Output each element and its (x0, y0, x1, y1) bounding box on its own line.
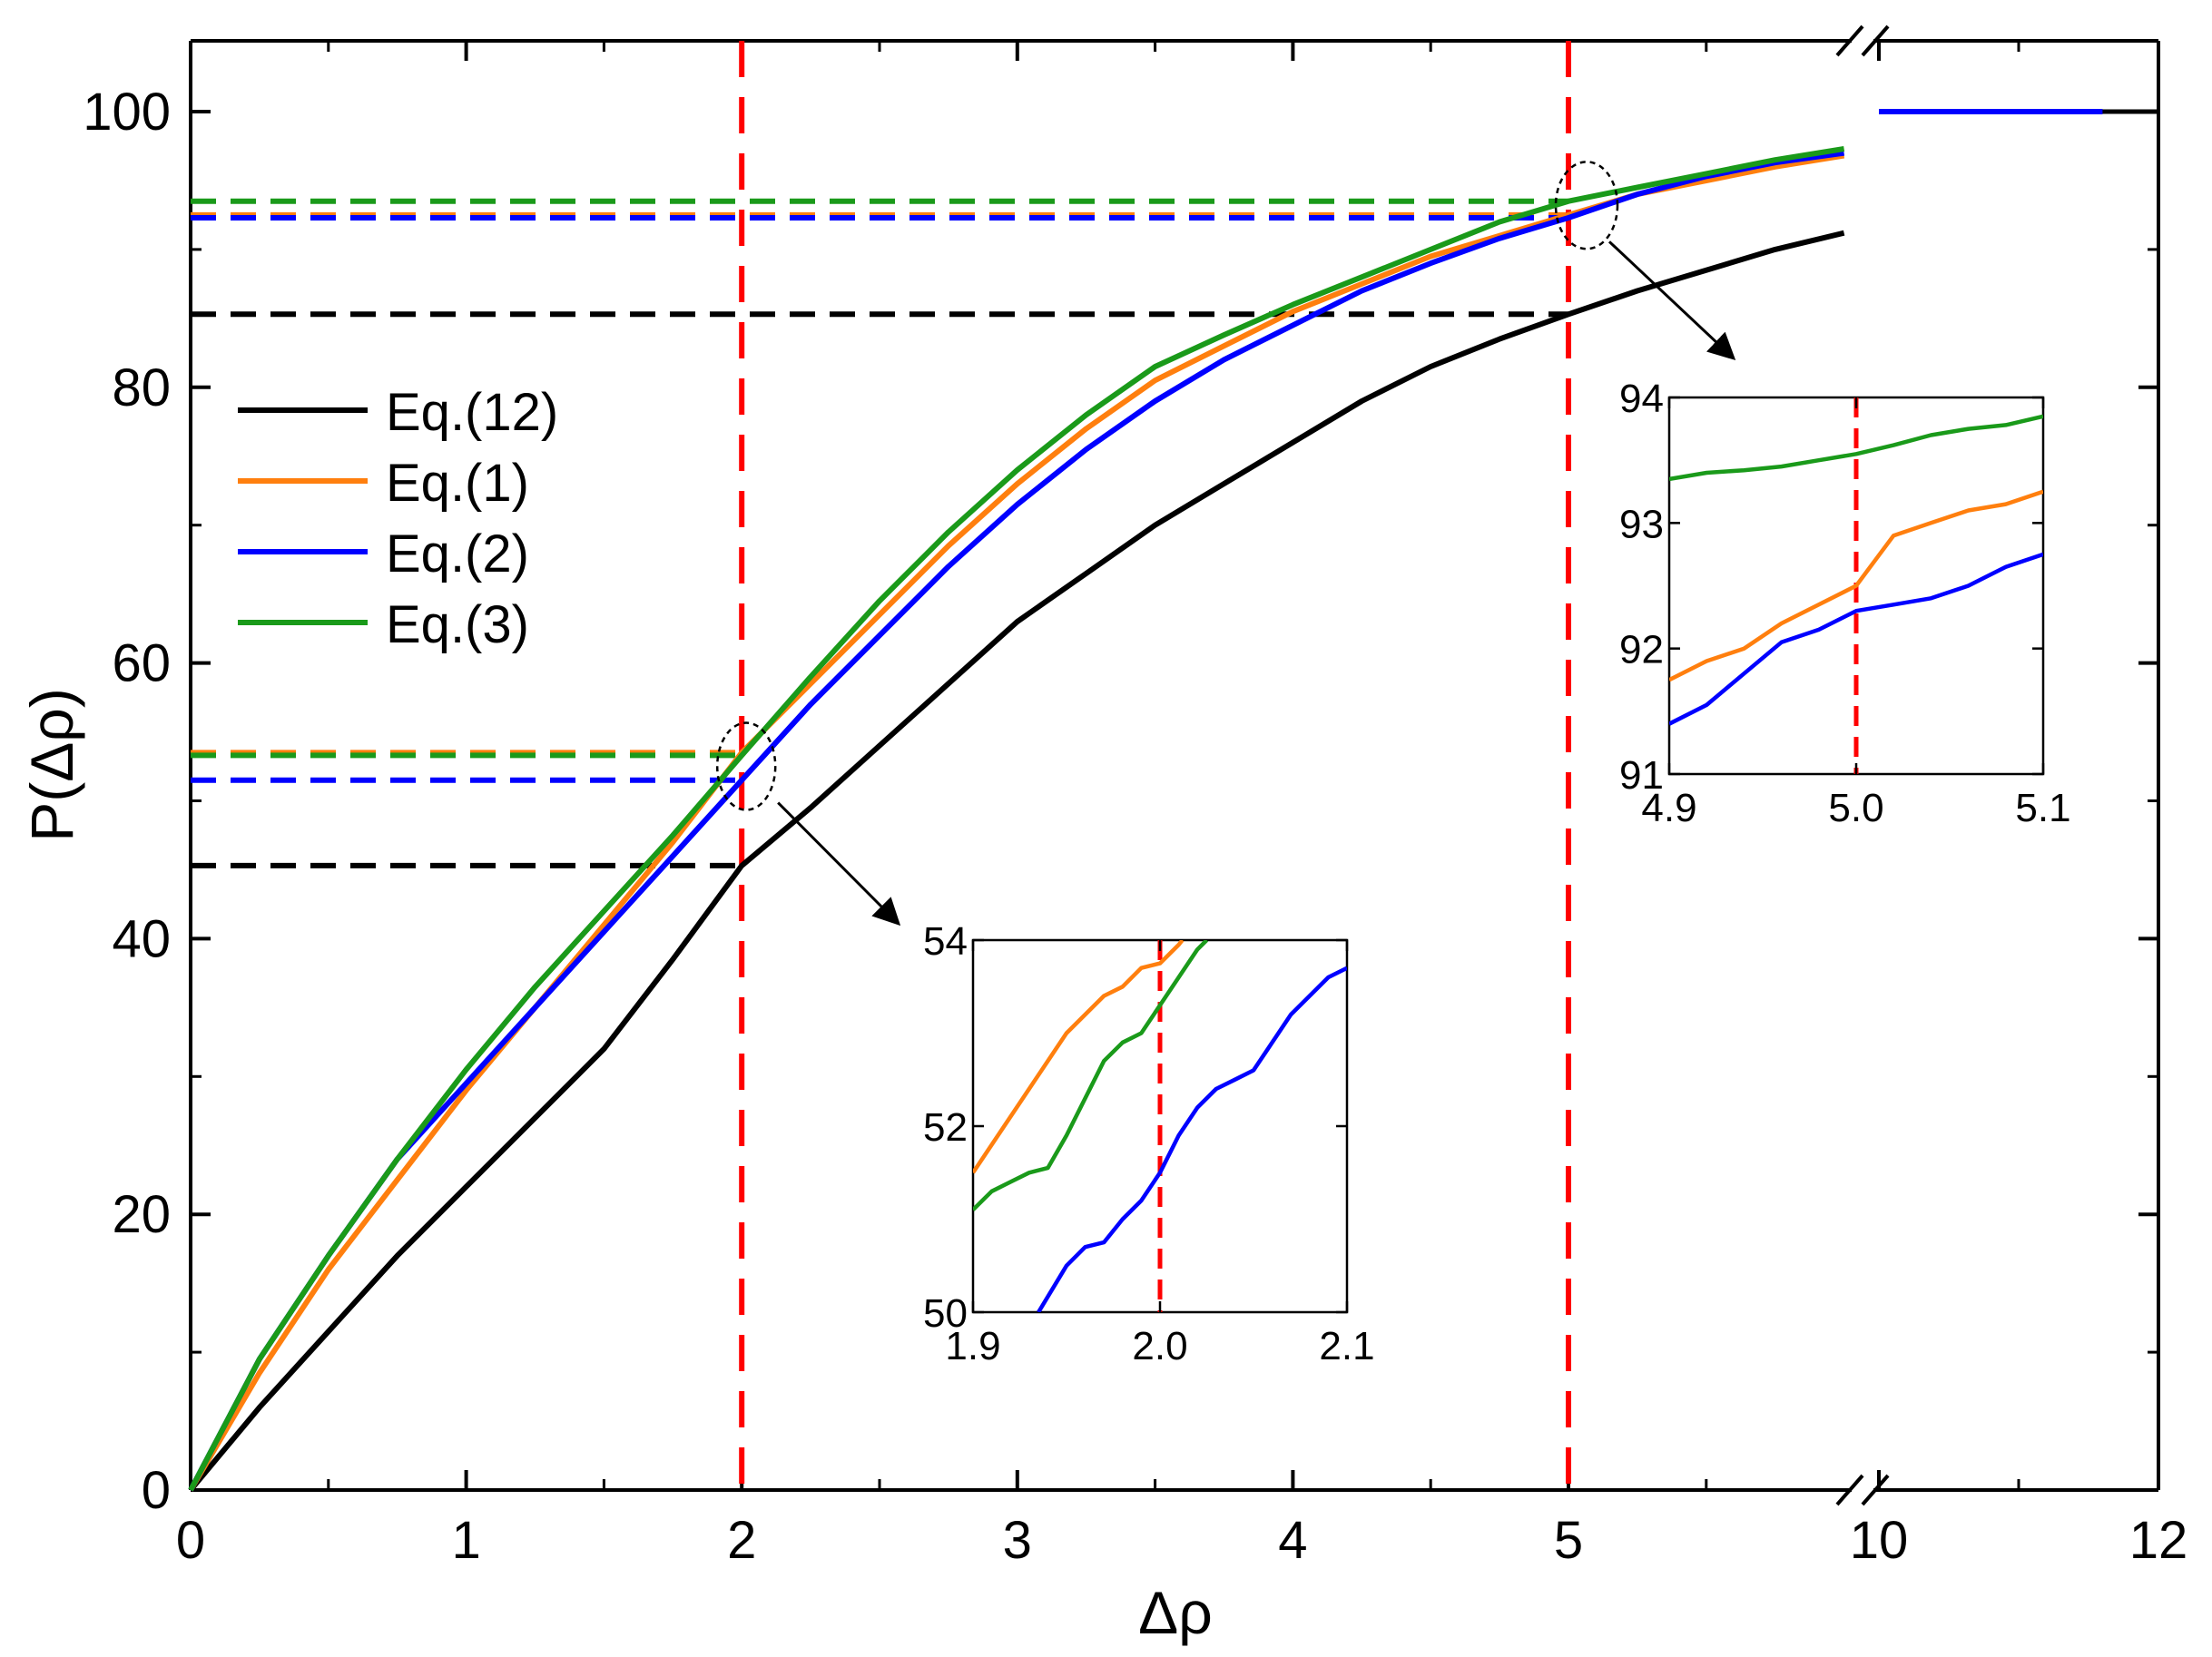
x-tick-label: 3 (1003, 1511, 1032, 1570)
inset-zoom-5: 4.9 5.0 5.1 91 92 93 94 (1619, 377, 2071, 830)
y-axis-title: P(Δρ) (18, 688, 85, 842)
inset-y-tick-label: 94 (1619, 377, 1664, 421)
inset-plot-area (973, 940, 1347, 1312)
axis-break-mark (1861, 25, 1890, 57)
inset-series-eq-3 (973, 940, 1209, 1211)
inset-y-tick-label: 92 (1619, 628, 1664, 672)
legend: Eq.(12) Eq.(1) Eq.(2) Eq.(3) (238, 383, 558, 654)
x-tick-label: 5 (1554, 1511, 1583, 1570)
y-ticks: 0 20 40 60 80 100 (83, 83, 2158, 1520)
zoom-arrow (777, 801, 901, 927)
axis-break-mark (1835, 25, 1864, 57)
x-axis-title: Δρ (1138, 1579, 1213, 1646)
x-tick-label: 0 (176, 1511, 205, 1570)
inset-plot-area (1669, 397, 2043, 774)
inset-series-eq-2 (1669, 552, 2043, 726)
y-tick-label: 80 (112, 358, 171, 417)
series-line-eq-3 (188, 146, 1845, 1492)
inset-x-tick-label: 2.1 (1319, 1324, 1374, 1368)
series-group (188, 109, 2158, 1492)
x-tick-label: 12 (2129, 1511, 2188, 1570)
inset-y-tick-label: 93 (1619, 502, 1664, 546)
inset-x-tick-label: 4.9 (1641, 786, 1696, 830)
y-tick-label: 40 (112, 909, 171, 968)
y-tick-label: 60 (112, 634, 171, 693)
inset-series-eq-3 (1669, 414, 2043, 482)
legend-label-eq-12: Eq.(12) (386, 383, 558, 442)
axis-break-mark (1835, 1474, 1864, 1506)
series-line-eq-12 (188, 230, 1845, 1492)
legend-label-eq-3: Eq.(3) (386, 595, 529, 654)
legend-label-eq-2: Eq.(2) (386, 525, 529, 583)
inset-y-tick-label: 54 (923, 919, 968, 964)
inset-x-tick-label: 2.0 (1132, 1324, 1187, 1368)
x-tick-label: 1 (451, 1511, 480, 1570)
inset-series-eq-1 (973, 940, 1185, 1174)
series-line-eq-2 (188, 150, 1845, 1492)
inset-y-tick-label: 91 (1619, 753, 1664, 798)
axis-break-mark (1861, 1474, 1890, 1506)
zoom-markers (715, 161, 1736, 927)
inset-x-tick-label: 1.9 (945, 1324, 1000, 1368)
y-tick-label: 0 (142, 1461, 171, 1520)
inset-y-tick-label: 52 (923, 1105, 968, 1150)
inset-x-tick-label: 5.0 (1828, 786, 1883, 830)
x-tick-label: 4 (1278, 1511, 1307, 1570)
inset-series-eq-1 (1669, 489, 2043, 682)
inset-y-tick-label: 50 (923, 1291, 968, 1336)
zoom-ellipse (715, 721, 777, 811)
y-tick-label: 20 (112, 1185, 171, 1244)
inset-series-eq-2 (1037, 966, 1347, 1312)
legend-label-eq-1: Eq.(1) (386, 454, 529, 513)
main-plot: 0 1 2 3 4 5 10 12020406080100ΔρP(Δρ)Eq.(12)Eq.(… (18, 25, 2188, 1646)
x-tick-label: 2 (727, 1511, 756, 1570)
zoom-arrow (1607, 240, 1736, 361)
inset-zoom-2: 1.9 2.0 2.1 50 52 54 (923, 919, 1375, 1368)
zoom-ellipse (1554, 161, 1619, 250)
y-tick-label: 100 (83, 83, 171, 142)
x-tick-label: 10 (1850, 1511, 1909, 1570)
inset-x-tick-label: 5.1 (2015, 786, 2070, 830)
